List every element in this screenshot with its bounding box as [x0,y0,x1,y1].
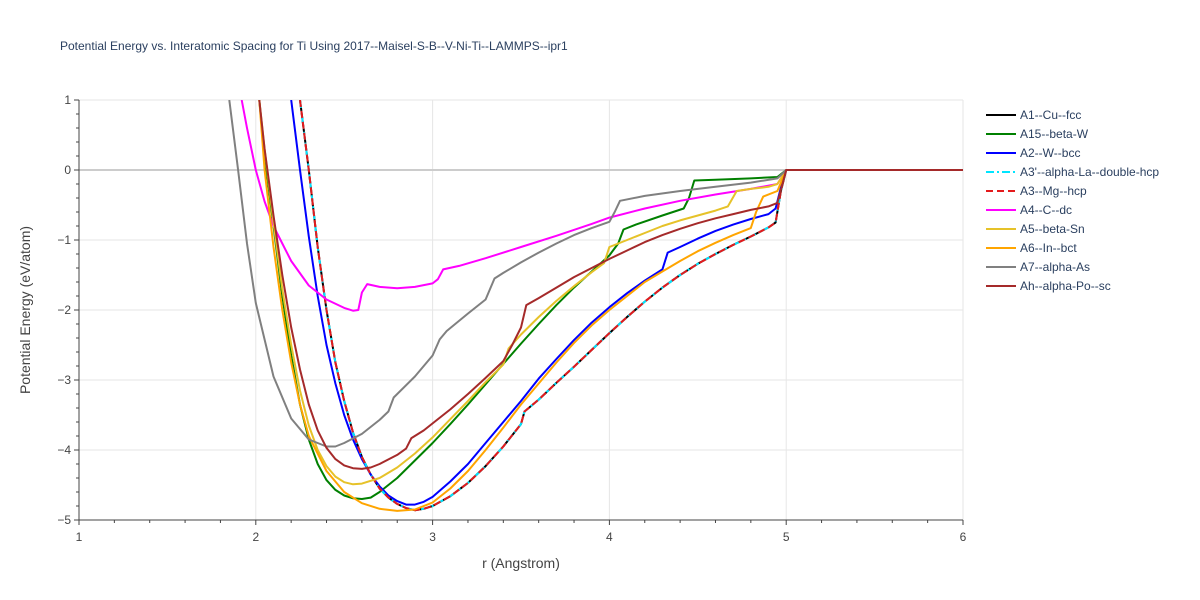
y-tick-label: −3 [57,373,71,387]
series-line-8 [258,100,963,512]
x-tick-label: 2 [252,530,259,544]
legend-label-1: A1--Cu--fcc [1020,108,1081,122]
legend-label-9: A7--alpha-As [1020,260,1090,274]
legend-label-10: Ah--alpha-Po--sc [1020,279,1111,293]
x-axis-label: r (Angstrom) [482,555,560,571]
series-line-2 [258,100,963,500]
x-tick-label: 5 [783,530,790,544]
y-tick-label: −5 [57,513,71,527]
legend-label-6: A4--C--dc [1020,203,1072,217]
x-tick-label: 1 [76,530,83,544]
y-tick-label: −2 [57,303,71,317]
legend-label-5: A3--Mg--hcp [1020,184,1087,198]
x-tick-label: 3 [429,530,436,544]
y-tick-label: −1 [57,233,71,247]
y-axis-label: Potential Energy (eV/atom) [17,226,33,394]
legend: A1--Cu--fcc A15--beta-W A2--W--bcc A3'--alp… [986,108,1159,293]
series-line-3 [290,100,963,506]
legend-label-3: A2--W--bcc [1020,146,1080,160]
y-tick-label: 1 [64,93,71,107]
series-line-6 [240,100,963,312]
x-tick-label: 4 [606,530,613,544]
series-line-5 [299,100,963,512]
y-tick-label: 0 [64,163,71,177]
axes: 1 2 3 4 5 6 1 0 −1 −2 −3 −4 −5 [57,93,966,544]
legend-label-2: A15--beta-W [1020,127,1089,141]
y-tick-label: −4 [57,443,71,457]
series-line-10 [258,100,963,470]
legend-label-4: A3'--alpha-La--double-hcp [1020,165,1159,179]
chart-title: Potential Energy vs. Interatomic Spacing… [60,39,568,53]
legend-label-8: A6--In--bct [1020,241,1077,255]
plot-area [228,100,963,512]
x-tick-label: 6 [960,530,967,544]
series-line-9 [228,100,963,448]
legend-label-7: A5--beta-Sn [1020,222,1085,236]
